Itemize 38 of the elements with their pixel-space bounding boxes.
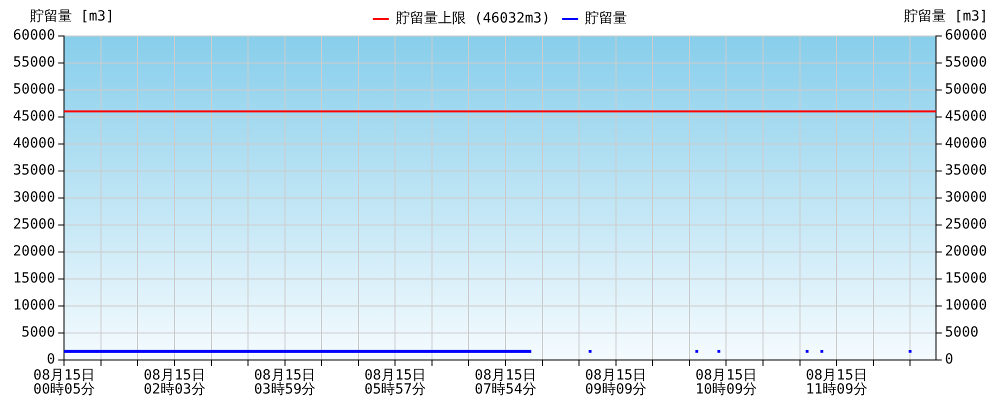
y2-tick-label: 25000: [944, 216, 988, 233]
legend-label: 貯留量上限 (46032m3): [396, 10, 550, 27]
x-tick-label: 08月15日 03時59分: [254, 368, 316, 398]
y2-axis-title: 貯留量 [m3]: [904, 8, 988, 25]
y-tick-label: 10000: [12, 298, 56, 314]
x-tick-label: 08月15日 05時57分: [364, 368, 426, 398]
y-tick-label: 50000: [12, 82, 56, 98]
y2-tick-label: 45000: [944, 108, 988, 125]
y-tick-label: 0: [46, 352, 56, 368]
y-tick-label: 45000: [12, 108, 56, 125]
y-axis-title: 貯留量 [m3]: [30, 8, 114, 25]
x-tick-label: 08月15日 02時03分: [144, 368, 206, 398]
y-tick-label: 35000: [12, 162, 56, 179]
y2-tick-label: 20000: [944, 244, 988, 260]
y-tick-label: 60000: [12, 28, 56, 44]
legend-label: 貯留量: [585, 10, 628, 27]
y-tick-label: 5000: [21, 324, 56, 341]
y2-tick-label: 15000: [944, 270, 988, 287]
x-tick-label: 08月15日 11時09分: [806, 368, 868, 398]
y-tick-label: 25000: [12, 216, 56, 233]
x-tick-label: 08月15日 00時05分: [33, 368, 96, 398]
y-tick-label: 20000: [12, 244, 56, 260]
y-tick-label: 15000: [12, 270, 56, 287]
y2-tick-label: 60000: [944, 28, 988, 44]
x-tick-label: 08月15日 09時09分: [585, 368, 647, 398]
y2-tick-label: 40000: [944, 136, 988, 152]
y2-tick-label: 10000: [944, 298, 988, 314]
y2-tick-label: 35000: [944, 162, 988, 179]
y-tick-label: 30000: [12, 190, 56, 206]
y2-tick-label: 50000: [944, 82, 988, 98]
y-tick-label: 40000: [12, 136, 56, 152]
y2-tick-label: 55000: [944, 54, 988, 71]
x-tick-label: 08月15日 10時09分: [695, 368, 758, 398]
y2-tick-label: 0: [944, 352, 954, 368]
x-tick-label: 08月15日 07時54分: [474, 368, 536, 398]
y2-tick-label: 5000: [944, 324, 979, 341]
y2-tick-label: 30000: [944, 190, 988, 206]
y-tick-label: 55000: [12, 54, 56, 71]
